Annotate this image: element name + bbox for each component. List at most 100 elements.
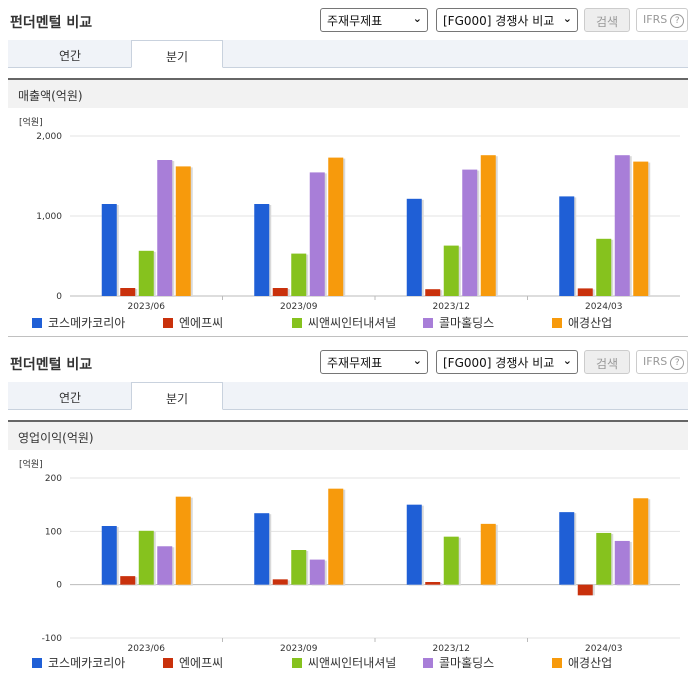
fundamentals-panel-operating-profit: 펀더멘털 비교 주재무제표 ⌄ [FG000] 경쟁사 비교 ⌄ 검색 IFRS… — [0, 342, 696, 684]
statement-select-value: 주재무제표 — [327, 14, 383, 28]
chevron-down-icon: ⌄ — [412, 12, 422, 25]
bar[interactable] — [462, 169, 478, 296]
bar[interactable] — [425, 289, 441, 296]
help-icon: ? — [670, 356, 685, 370]
legend-swatch — [163, 318, 173, 328]
bar[interactable] — [614, 540, 630, 585]
legend-item[interactable]: 애경산업 — [552, 314, 612, 331]
peer-select[interactable]: [FG000] 경쟁사 비교 ⌄ — [436, 350, 578, 374]
legend-swatch — [163, 658, 173, 668]
statement-select[interactable]: 주재무제표 ⌄ — [320, 350, 428, 374]
y-tick-label: -100 — [42, 634, 63, 644]
legend-item[interactable]: 코스메카코리아 — [32, 314, 125, 331]
bar[interactable] — [120, 288, 136, 296]
tab-quarterly[interactable]: 분기 — [131, 40, 223, 68]
bar[interactable] — [480, 523, 496, 585]
x-tick-label: 2023/09 — [280, 644, 318, 652]
tab-annual[interactable]: 연간 — [58, 391, 82, 405]
legend-swatch — [423, 318, 433, 328]
bar[interactable] — [291, 550, 307, 585]
bar[interactable] — [443, 245, 459, 296]
legend-item[interactable]: 콜마홀딩스 — [423, 654, 494, 671]
statement-select[interactable]: 주재무제표 ⌄ — [320, 8, 428, 32]
legend-swatch — [32, 658, 42, 668]
ifrs-label: IFRS — [643, 13, 668, 26]
bar[interactable] — [480, 155, 496, 296]
bar[interactable] — [157, 160, 173, 296]
bar[interactable] — [633, 161, 649, 296]
x-tick-label: 2023/09 — [280, 302, 318, 310]
ifrs-label: IFRS — [643, 355, 668, 368]
bar[interactable] — [291, 253, 307, 296]
y-tick-label: 200 — [45, 474, 62, 484]
bar[interactable] — [577, 584, 593, 596]
bar[interactable] — [309, 172, 325, 296]
x-tick-label: 2024/03 — [585, 644, 622, 652]
panel-header: 펀더멘털 비교 주재무제표 ⌄ [FG000] 경쟁사 비교 ⌄ 검색 IFRS… — [0, 0, 696, 36]
bar[interactable] — [157, 546, 173, 585]
bar[interactable] — [328, 157, 344, 296]
peer-select-value: [FG000] 경쟁사 비교 — [443, 14, 555, 28]
peer-select[interactable]: [FG000] 경쟁사 비교 ⌄ — [436, 8, 578, 32]
legend-item[interactable]: 애경산업 — [552, 654, 612, 671]
bar[interactable] — [614, 155, 630, 296]
bar[interactable] — [633, 498, 649, 585]
legend-swatch — [552, 658, 562, 668]
bar[interactable] — [101, 526, 117, 585]
bar[interactable] — [559, 196, 575, 296]
bar[interactable] — [596, 532, 612, 585]
bar[interactable] — [254, 513, 270, 585]
operating-profit-chart: [억원] -100 0 100 200 2023/06 2023/09 2023/12 2024… — [19, 458, 680, 652]
help-icon: ? — [670, 14, 685, 28]
bar[interactable] — [577, 288, 593, 296]
bar[interactable] — [272, 579, 288, 585]
bar[interactable] — [272, 288, 288, 296]
bar[interactable] — [425, 582, 441, 585]
bar[interactable] — [175, 166, 191, 296]
legend-item[interactable]: 콜마홀딩스 — [423, 314, 494, 331]
chart-title: 영업이익(억원) — [8, 420, 688, 450]
tab-quarterly[interactable]: 분기 — [131, 382, 223, 410]
search-button[interactable]: 검색 — [584, 350, 630, 374]
ifrs-help-button[interactable]: IFRS? — [636, 8, 688, 32]
bar[interactable] — [309, 559, 325, 585]
y-unit-label: [억원] — [19, 458, 43, 470]
bar[interactable] — [406, 198, 422, 296]
bar[interactable] — [406, 504, 422, 585]
y-tick-label: 100 — [45, 527, 62, 537]
y-tick-label: 0 — [56, 292, 62, 302]
legend-swatch — [292, 318, 302, 328]
bar[interactable] — [254, 204, 270, 296]
bar[interactable] — [175, 496, 191, 585]
legend-label: 코스메카코리아 — [48, 316, 126, 330]
legend-label: 코스메카코리아 — [48, 656, 126, 670]
chart-title: 매출액(억원) — [8, 78, 688, 108]
bar[interactable] — [101, 204, 117, 296]
bar[interactable] — [120, 576, 136, 585]
bar[interactable] — [138, 250, 154, 296]
legend-item[interactable]: 씨앤씨인터내셔널 — [292, 654, 396, 671]
x-tick-label: 2024/03 — [585, 302, 622, 310]
chevron-down-icon: ⌄ — [562, 12, 572, 25]
tab-annual[interactable]: 연간 — [58, 49, 82, 63]
chevron-down-icon: ⌄ — [562, 354, 572, 367]
y-unit-label: [억원] — [19, 116, 43, 128]
bar[interactable] — [596, 238, 612, 296]
search-button[interactable]: 검색 — [584, 8, 630, 32]
legend-item[interactable]: 씨앤씨인터내셔널 — [292, 314, 396, 331]
legend-item[interactable]: 엔에프씨 — [163, 654, 223, 671]
period-tabs: 연간 분기 — [8, 40, 688, 68]
bar[interactable] — [328, 488, 344, 585]
panel-header: 펀더멘털 비교 주재무제표 ⌄ [FG000] 경쟁사 비교 ⌄ 검색 IFRS… — [0, 342, 696, 378]
legend-item[interactable]: 코스메카코리아 — [32, 654, 125, 671]
ifrs-help-button[interactable]: IFRS? — [636, 350, 688, 374]
bar[interactable] — [138, 530, 154, 585]
x-tick-label: 2023/12 — [433, 644, 470, 652]
bar[interactable] — [443, 536, 459, 585]
y-tick-label: 1,000 — [36, 212, 62, 222]
bar[interactable] — [559, 512, 575, 585]
legend-label: 씨앤씨인터내셔널 — [308, 316, 397, 330]
legend-item[interactable]: 엔에프씨 — [163, 314, 223, 331]
legend-label: 콜마홀딩스 — [439, 316, 495, 330]
legend-swatch — [292, 658, 302, 668]
